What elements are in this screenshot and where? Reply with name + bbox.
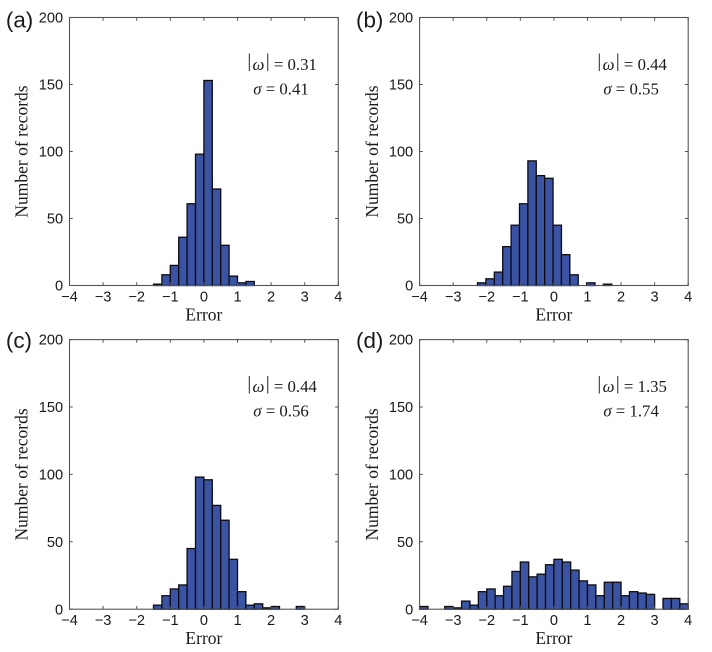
svg-text:Error: Error — [185, 304, 222, 324]
svg-text:100: 100 — [389, 468, 413, 484]
svg-text:1: 1 — [233, 613, 241, 629]
svg-text:0: 0 — [405, 279, 413, 295]
svg-text:2: 2 — [267, 290, 275, 306]
svg-text:150: 150 — [39, 78, 63, 94]
svg-text:−1: −1 — [162, 290, 179, 306]
svg-text:200: 200 — [39, 333, 63, 349]
svg-text:50: 50 — [397, 212, 413, 228]
svg-text:(c): (c) — [6, 328, 32, 353]
svg-text:0: 0 — [200, 613, 208, 629]
svg-text:200: 200 — [389, 333, 413, 349]
svg-text:3: 3 — [301, 290, 309, 306]
svg-text:50: 50 — [47, 535, 63, 551]
svg-text:| ω | = 0.31: | ω | = 0.31 — [247, 51, 317, 74]
svg-text:Number of records: Number of records — [12, 85, 32, 217]
svg-text:3: 3 — [651, 290, 659, 306]
svg-text:200: 200 — [389, 11, 413, 27]
svg-text:−3: −3 — [445, 290, 462, 306]
svg-text:4: 4 — [334, 290, 342, 306]
svg-text:3: 3 — [651, 613, 659, 629]
svg-text:0: 0 — [55, 602, 63, 618]
svg-text:1: 1 — [233, 290, 241, 306]
svg-text:150: 150 — [389, 78, 413, 94]
svg-text:(b): (b) — [356, 8, 383, 33]
svg-text:−2: −2 — [128, 290, 145, 306]
svg-text:−3: −3 — [95, 613, 112, 629]
svg-text:200: 200 — [39, 11, 63, 27]
svg-text:4: 4 — [334, 613, 342, 629]
svg-text:−2: −2 — [478, 290, 495, 306]
svg-text:4: 4 — [684, 613, 692, 629]
svg-text:| ω | = 0.44: | ω | = 0.44 — [247, 373, 317, 396]
svg-text:−1: −1 — [512, 613, 529, 629]
svg-text:0: 0 — [55, 279, 63, 295]
svg-text:Error: Error — [535, 304, 572, 324]
svg-text:σ = 0.41: σ = 0.41 — [253, 79, 309, 98]
svg-text:−1: −1 — [512, 290, 529, 306]
svg-text:100: 100 — [39, 145, 63, 161]
svg-text:2: 2 — [617, 613, 625, 629]
svg-text:−4: −4 — [411, 613, 428, 629]
svg-text:Error: Error — [185, 628, 222, 648]
svg-text:0: 0 — [200, 290, 208, 306]
svg-text:−4: −4 — [61, 290, 78, 306]
svg-text:0: 0 — [405, 602, 413, 618]
svg-text:−4: −4 — [61, 613, 78, 629]
svg-text:2: 2 — [617, 290, 625, 306]
svg-text:2: 2 — [267, 613, 275, 629]
svg-text:150: 150 — [389, 400, 413, 416]
svg-text:50: 50 — [397, 535, 413, 551]
svg-text:100: 100 — [39, 468, 63, 484]
svg-text:Error: Error — [535, 628, 572, 648]
svg-text:| ω | = 1.35: | ω | = 1.35 — [597, 373, 667, 396]
svg-text:0: 0 — [550, 613, 558, 629]
svg-text:σ = 0.56: σ = 0.56 — [253, 401, 309, 420]
svg-text:−2: −2 — [128, 613, 145, 629]
svg-text:(d): (d) — [356, 328, 383, 353]
svg-text:Number of records: Number of records — [362, 85, 382, 217]
svg-text:0: 0 — [550, 290, 558, 306]
svg-text:1: 1 — [583, 613, 591, 629]
svg-text:Number of records: Number of records — [362, 408, 382, 540]
svg-text:50: 50 — [47, 212, 63, 228]
svg-text:−3: −3 — [95, 290, 112, 306]
svg-text:−4: −4 — [411, 290, 428, 306]
svg-text:−1: −1 — [162, 613, 179, 629]
svg-text:4: 4 — [684, 290, 692, 306]
svg-text:3: 3 — [301, 613, 309, 629]
svg-text:Number of records: Number of records — [12, 408, 32, 540]
svg-text:| ω | = 0.44: | ω | = 0.44 — [597, 51, 667, 74]
svg-text:σ = 0.55: σ = 0.55 — [603, 79, 659, 98]
svg-text:−3: −3 — [445, 613, 462, 629]
svg-text:1: 1 — [583, 290, 591, 306]
svg-text:100: 100 — [389, 145, 413, 161]
svg-text:(a): (a) — [6, 8, 33, 33]
svg-text:150: 150 — [39, 400, 63, 416]
svg-text:−2: −2 — [478, 613, 495, 629]
svg-text:σ = 1.74: σ = 1.74 — [603, 401, 659, 420]
